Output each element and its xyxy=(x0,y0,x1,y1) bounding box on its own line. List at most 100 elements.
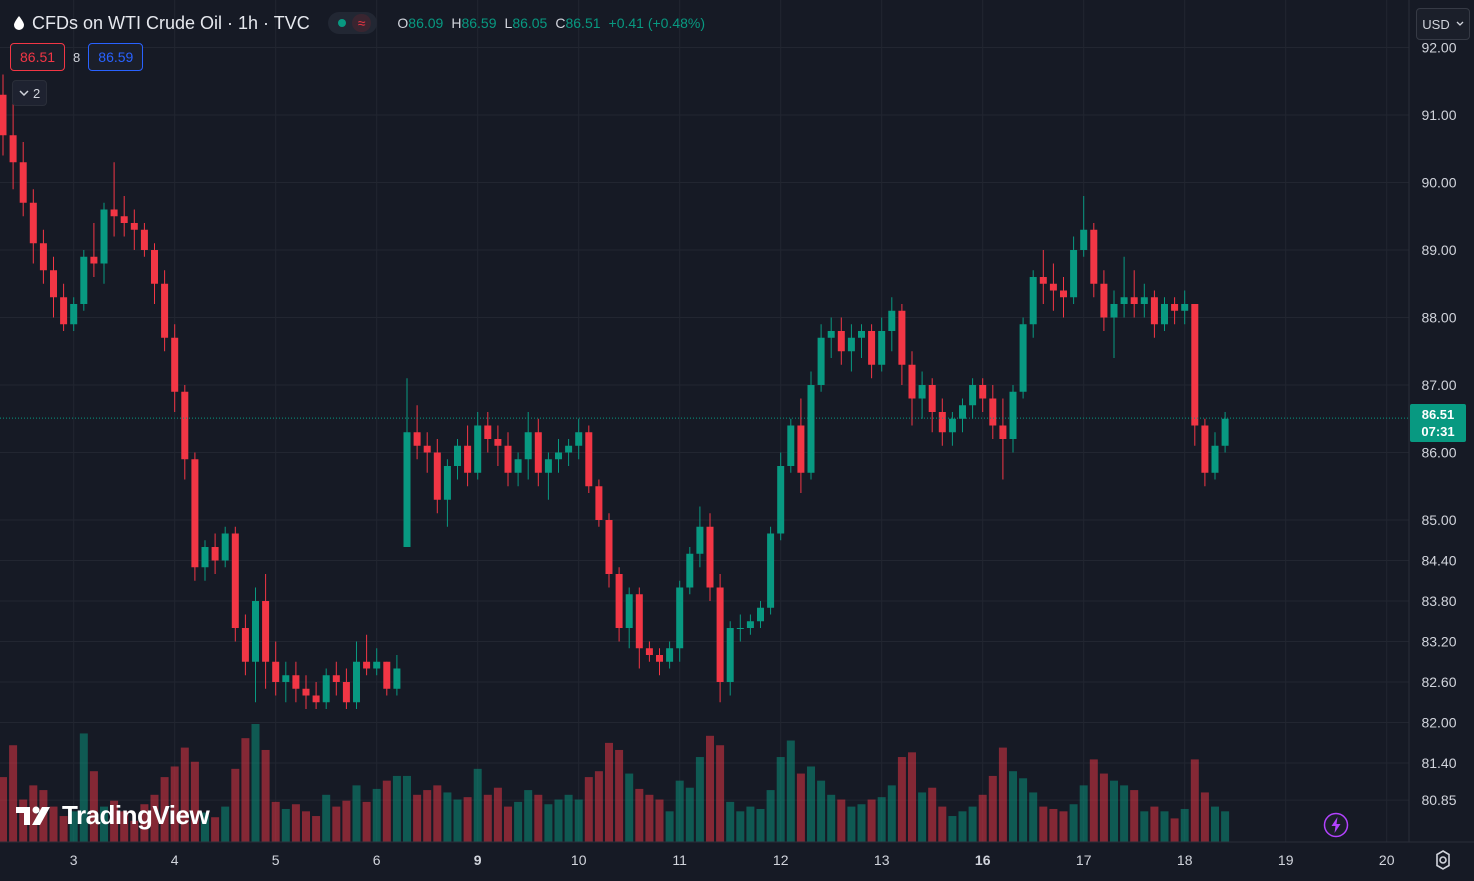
candle xyxy=(989,385,997,439)
volume-bar xyxy=(312,816,321,842)
candle xyxy=(969,378,977,419)
candle xyxy=(878,317,886,372)
volume-bar xyxy=(726,801,735,842)
candle xyxy=(29,189,37,264)
candle-body xyxy=(110,209,118,217)
volume-bar xyxy=(211,817,220,842)
candle xyxy=(918,371,926,419)
candle-body xyxy=(878,331,886,365)
bolt-icon[interactable] xyxy=(1323,812,1349,838)
candle xyxy=(827,317,835,358)
volume-bar xyxy=(1089,759,1098,842)
candle xyxy=(171,324,179,412)
candle xyxy=(1029,270,1037,338)
candle-body xyxy=(332,675,340,682)
candle-body xyxy=(1221,418,1229,446)
volume-bar xyxy=(716,745,725,842)
candle xyxy=(807,371,815,480)
candle-body xyxy=(1070,250,1078,298)
candle-body xyxy=(868,331,876,365)
candle xyxy=(60,283,68,331)
candle-body xyxy=(797,425,805,473)
volume-bar xyxy=(857,804,866,842)
candle-body xyxy=(757,607,764,622)
volume-bar xyxy=(1200,792,1209,842)
candle xyxy=(292,661,300,703)
sell-button[interactable]: 86.51 xyxy=(10,43,66,71)
candle xyxy=(272,641,280,696)
candle xyxy=(161,270,169,352)
candle-body xyxy=(171,337,179,392)
currency-label: USD xyxy=(1422,16,1450,32)
candle-body xyxy=(241,628,249,662)
tradingview-logo-icon xyxy=(16,806,50,825)
y-tick-label: 82.60 xyxy=(1421,674,1456,690)
x-tick-label: 11 xyxy=(672,852,687,868)
candle xyxy=(1049,263,1057,311)
volume-bar xyxy=(625,773,634,842)
candle xyxy=(1060,277,1067,318)
x-tick-label: 20 xyxy=(1379,852,1395,868)
candle xyxy=(484,412,492,453)
volume-bar xyxy=(251,724,260,842)
candle xyxy=(241,614,249,676)
y-tick-label: 81.40 xyxy=(1421,755,1456,771)
candle xyxy=(514,452,522,487)
candle xyxy=(888,297,896,352)
volume-bar xyxy=(130,820,139,842)
volume-bar xyxy=(1029,792,1038,842)
volume-bar xyxy=(867,799,876,842)
candle xyxy=(474,412,482,480)
candle-body xyxy=(858,331,865,338)
volume-bar xyxy=(524,790,533,842)
buy-button[interactable]: 86.59 xyxy=(88,43,144,71)
candle-body xyxy=(989,398,997,426)
candle xyxy=(120,196,128,237)
volume-bar xyxy=(1160,811,1169,842)
candle-body xyxy=(605,520,613,574)
candle-body xyxy=(726,628,734,682)
candle-body xyxy=(0,94,7,136)
candle xyxy=(0,74,7,156)
x-tick-label: 18 xyxy=(1177,852,1193,868)
volume-bar xyxy=(827,794,836,842)
symbol-title[interactable]: CFDs on WTI Crude Oil · 1h · TVC xyxy=(32,12,310,33)
candle-body xyxy=(555,452,562,460)
candle-body xyxy=(1060,290,1067,298)
tradingview-watermark[interactable]: TradingView xyxy=(16,800,210,831)
volume-bar xyxy=(180,747,189,842)
candle xyxy=(1070,236,1078,304)
ohlc-open: 86.09 xyxy=(408,15,444,31)
volume-bar xyxy=(1079,785,1088,842)
candle xyxy=(100,202,108,284)
indicators-toggle-button[interactable]: 2 xyxy=(12,80,48,106)
y-tick-label: 83.20 xyxy=(1421,634,1456,650)
currency-select[interactable]: USD xyxy=(1416,8,1470,40)
volume-bar xyxy=(807,766,815,842)
candle xyxy=(413,405,421,460)
candle xyxy=(1110,290,1118,358)
candle xyxy=(110,162,118,237)
volume-bar xyxy=(392,775,401,842)
candle xyxy=(70,297,78,331)
candle xyxy=(504,432,512,487)
candle-body xyxy=(716,587,724,682)
candle xyxy=(50,256,57,318)
candle xyxy=(383,661,391,696)
gear-icon[interactable] xyxy=(1432,849,1454,871)
candle xyxy=(938,398,946,446)
volume-bar xyxy=(9,745,18,842)
volume-bar xyxy=(928,787,937,842)
volume-bar xyxy=(1039,806,1048,842)
candle xyxy=(1120,256,1128,318)
candle xyxy=(1009,385,1017,453)
candle xyxy=(252,587,259,703)
candle-body xyxy=(211,547,219,561)
volume-bar xyxy=(160,777,169,842)
volume-bar xyxy=(110,800,119,842)
market-status[interactable]: ≈ xyxy=(327,12,378,34)
candle xyxy=(9,101,17,190)
chevron-down-icon xyxy=(19,90,29,97)
ohlc-close-label: C xyxy=(555,15,566,31)
